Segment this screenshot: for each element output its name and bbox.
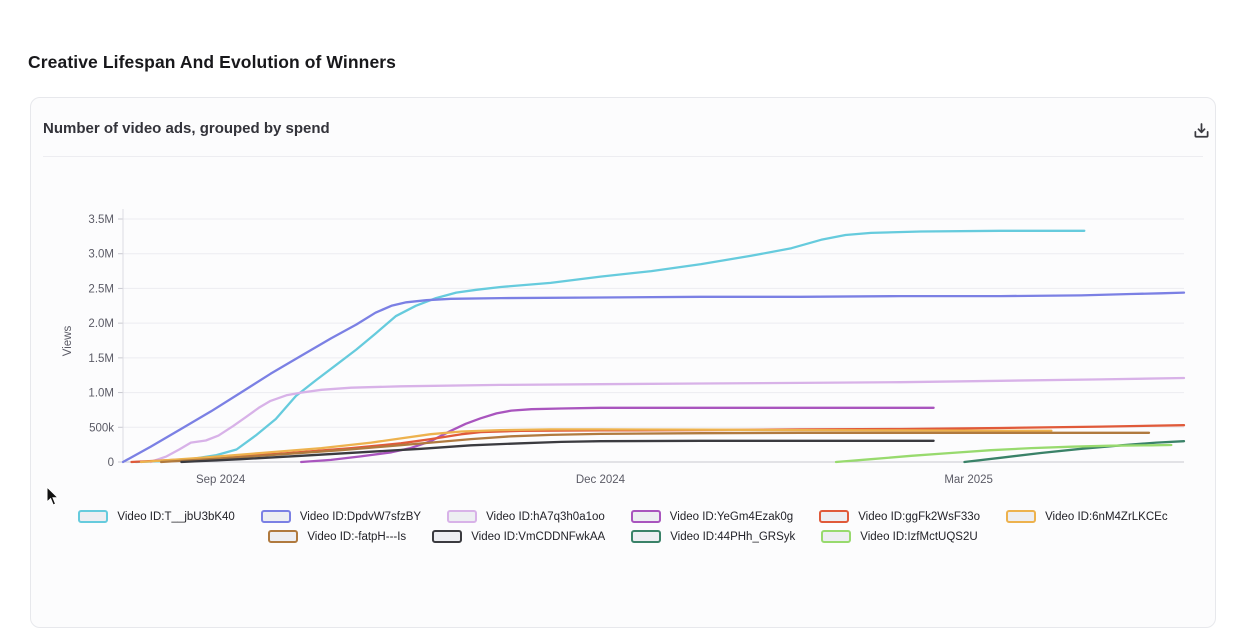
legend-swatch-icon [432,530,463,543]
series-line [139,428,1053,464]
series-line [149,376,1186,464]
legend-label: Video ID:T__jbU3bK40 [117,510,235,523]
legend-swatch-icon [268,530,299,543]
legend-label: Video ID:YeGm4Ezak0g [669,510,794,523]
page-title: Creative Lifespan And Evolution of Winne… [28,52,397,72]
y-tick-label: 1.5M [88,353,114,365]
legend-label: Video ID:DpdvW7sfzBY [299,510,422,523]
series-line [963,440,1186,464]
legend-item[interactable]: Video ID:YeGm4Ezak0g [630,510,794,523]
series-line [134,229,1086,464]
legend-item[interactable]: Video ID:hA7q3h0a1oo [447,510,605,523]
series-line [160,431,1151,464]
x-tick-label: Sep 2024 [196,474,246,486]
legend-item[interactable]: Video ID:VmCDDNFwkAA [432,530,605,543]
legend-item[interactable]: Video ID:ggFk2WsF33o [819,510,980,523]
legend-label: Video ID:44PHh_GRSyk [670,530,796,543]
legend-swatch-icon [447,510,478,523]
series-line [180,439,935,464]
legend-item[interactable]: Video ID:-fatpH---Is [268,530,406,543]
legend-label: Video ID:ggFk2WsF33o [858,510,981,523]
header-divider [43,156,1203,157]
legend-swatch-icon [630,510,661,523]
legend-item[interactable]: Video ID:44PHh_GRSyk [631,530,795,543]
legend-swatch-icon [78,510,109,523]
x-tick-label: Mar 2025 [944,474,993,486]
legend-row: Video ID:-fatpH---Is Video ID:VmCDDNFwkAA… [268,530,978,543]
legend-swatch-icon [1006,510,1037,523]
x-tick-label: Dec 2024 [576,474,626,486]
y-tick-label: 0 [108,457,114,469]
download-button[interactable] [1187,116,1215,144]
legend-label: Video ID:6nM4ZrLKCEc [1045,510,1168,523]
series-line [121,291,1186,464]
legend-swatch-icon [819,510,850,523]
legend-swatch-icon [821,530,852,543]
legend-item[interactable]: Video ID:T__jbU3bK40 [78,510,235,523]
legend-swatch-icon [260,510,291,523]
legend-item[interactable]: Video ID:IzfMctUQS2U [821,530,978,543]
legend-label: Video ID:VmCDDNFwkAA [471,530,606,543]
legend-label: Video ID:hA7q3h0a1oo [486,510,605,523]
legend-row: Video ID:T__jbU3bK40 Video ID:DpdvW7sfzBY… [78,510,1168,523]
line-chart: 0 500k 1.0M 1.5M 2.0M 2.5M 3.0M 3.5M Sep 2024 Dec… [62,209,1186,486]
chart-card-title: Number of video ads, grouped by spend [43,120,330,137]
series-line [300,406,935,464]
y-tick-label: 1.0M [88,388,114,400]
y-tick-label: 2.0M [88,318,114,330]
legend-label: Video ID:-fatpH---Is [307,530,407,543]
legend-item[interactable]: Video ID:6nM4ZrLKCEc [1006,510,1168,523]
chart-card: Number of video ads, grouped by spend 0 5… [30,97,1216,628]
y-tick-label: 3.0M [88,249,114,261]
legend-swatch-icon [631,530,662,543]
y-tick-label: 500k [89,422,114,434]
mouse-cursor [46,487,60,506]
chart-legend: Video ID:T__jbU3bK40 Video ID:DpdvW7sfzBY… [31,510,1215,543]
series-line [834,443,1173,464]
y-tick-label: 2.5M [88,283,114,295]
download-icon [1191,120,1212,141]
y-axis-title: Views [62,326,74,357]
legend-item[interactable]: Video ID:DpdvW7sfzBY [260,510,422,523]
legend-label: Video ID:IzfMctUQS2U [860,530,978,543]
y-tick-label: 3.5M [88,214,114,226]
